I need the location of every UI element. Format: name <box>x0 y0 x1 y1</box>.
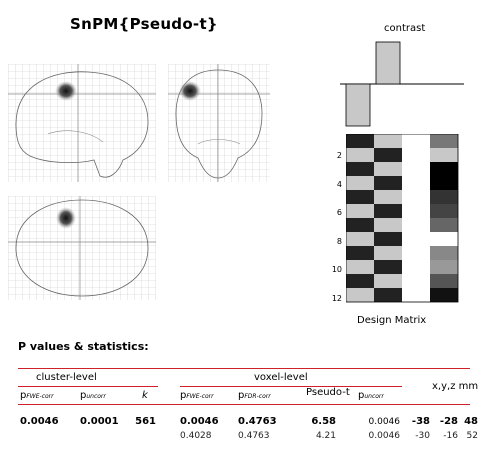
header-bottom-rule <box>18 404 470 405</box>
table-cell: 6.58 <box>311 416 336 427</box>
design-matrix-cell <box>346 162 374 176</box>
design-matrix-cell <box>402 148 430 162</box>
design-matrix-cell <box>430 176 458 190</box>
design-matrix-cell <box>346 246 374 260</box>
col-header-k: k <box>142 390 148 401</box>
design-matrix-cell <box>374 162 402 176</box>
design-matrix-cell <box>402 190 430 204</box>
table-cell: 52 <box>466 431 478 441</box>
table-cell: 0.0046 <box>368 431 401 441</box>
design-matrix-cell <box>402 274 430 288</box>
design-matrix-cell <box>430 288 458 302</box>
glass-brain-sagittal[interactable] <box>8 64 156 182</box>
design-matrix-cell <box>402 260 430 274</box>
dm-tick: 4 <box>336 180 342 189</box>
page-title: SnPM{Pseudo-t} <box>70 15 218 33</box>
table-cell: -38 <box>411 416 430 427</box>
design-matrix-cell <box>374 148 402 162</box>
contrast-plot[interactable] <box>340 38 464 134</box>
table-cell: -28 <box>439 416 458 427</box>
stats-heading: P values & statistics: <box>18 340 149 353</box>
table-cell: 0.0046 <box>180 416 219 427</box>
design-matrix-cell <box>430 204 458 218</box>
table-top-rule <box>18 368 470 369</box>
design-matrix-cell <box>402 288 430 302</box>
design-matrix-cell <box>346 260 374 274</box>
table-cell: 0.4763 <box>238 416 277 427</box>
col-header-voxel-pfdr: pFDR-corr <box>238 390 271 401</box>
design-matrix-cell <box>430 274 458 288</box>
cluster-rule <box>18 386 158 387</box>
design-matrix-cell <box>430 162 458 176</box>
table-cell: -30 <box>415 431 430 441</box>
design-matrix-cell <box>374 218 402 232</box>
table-cell: 4.21 <box>315 431 336 441</box>
col-header-voxel-punc: puncorr <box>358 390 384 401</box>
dm-tick: 2 <box>336 151 342 160</box>
design-matrix-cell <box>346 148 374 162</box>
dm-tick: 8 <box>336 237 342 246</box>
design-matrix-cell <box>374 260 402 274</box>
table-cell: 0.0046 <box>20 416 59 427</box>
design-matrix-cell <box>402 204 430 218</box>
design-matrix-cell <box>346 232 374 246</box>
col-header-pseudo-t: Pseudo-t <box>306 387 350 398</box>
design-matrix-cell <box>346 190 374 204</box>
design-matrix-cell <box>374 204 402 218</box>
dm-tick: 10 <box>331 265 342 274</box>
voxel-rule <box>180 386 402 387</box>
design-matrix-cell <box>346 204 374 218</box>
design-matrix[interactable] <box>345 133 464 310</box>
table-cell: 0.0046 <box>368 417 401 427</box>
design-matrix-cell <box>402 232 430 246</box>
design-matrix-cell <box>402 162 430 176</box>
design-matrix-label: Design Matrix <box>357 315 427 326</box>
design-matrix-cell <box>430 260 458 274</box>
contrast-label: contrast <box>384 23 426 34</box>
design-matrix-cell <box>374 190 402 204</box>
glass-brain-coronal[interactable] <box>168 64 270 182</box>
col-header-voxel-pfwe: pFWE-corr <box>180 390 214 401</box>
col-header-coords: x,y,z mm <box>432 381 479 392</box>
design-matrix-cell <box>346 218 374 232</box>
table-cell: 561 <box>135 416 156 427</box>
design-matrix-cell <box>346 176 374 190</box>
design-matrix-cell <box>374 274 402 288</box>
design-matrix-cell <box>430 134 458 148</box>
table-cell: -16 <box>443 431 458 441</box>
design-matrix-cell <box>402 246 430 260</box>
table-cell: 48 <box>464 416 478 427</box>
design-matrix-cell <box>402 218 430 232</box>
design-matrix-cell <box>430 232 458 246</box>
design-matrix-cell <box>402 134 430 148</box>
design-matrix-cell <box>402 176 430 190</box>
design-matrix-cell <box>374 176 402 190</box>
design-matrix-cell <box>374 288 402 302</box>
col-header-cluster-punc: puncorr <box>80 390 106 401</box>
design-matrix-cell <box>346 274 374 288</box>
col-header-cluster-pfwe: pFWE-corr <box>20 390 54 401</box>
design-matrix-cell <box>430 190 458 204</box>
design-matrix-cell <box>374 232 402 246</box>
table-cell: 0.0001 <box>80 416 119 427</box>
design-matrix-cell <box>430 218 458 232</box>
glass-brain-axial[interactable] <box>8 196 156 300</box>
design-matrix-border <box>345 133 459 303</box>
cluster-level-header: cluster-level <box>36 372 97 383</box>
dm-tick: 6 <box>336 208 342 217</box>
design-matrix-cell <box>346 288 374 302</box>
design-matrix-cell <box>346 134 374 148</box>
table-cell: 0.4763 <box>238 431 270 441</box>
design-matrix-cell <box>374 134 402 148</box>
design-matrix-cell <box>430 246 458 260</box>
dm-tick: 12 <box>331 294 342 303</box>
design-matrix-cell <box>374 246 402 260</box>
table-cell: 0.4028 <box>180 431 212 441</box>
design-matrix-cell <box>430 148 458 162</box>
voxel-level-header: voxel-level <box>254 372 308 383</box>
